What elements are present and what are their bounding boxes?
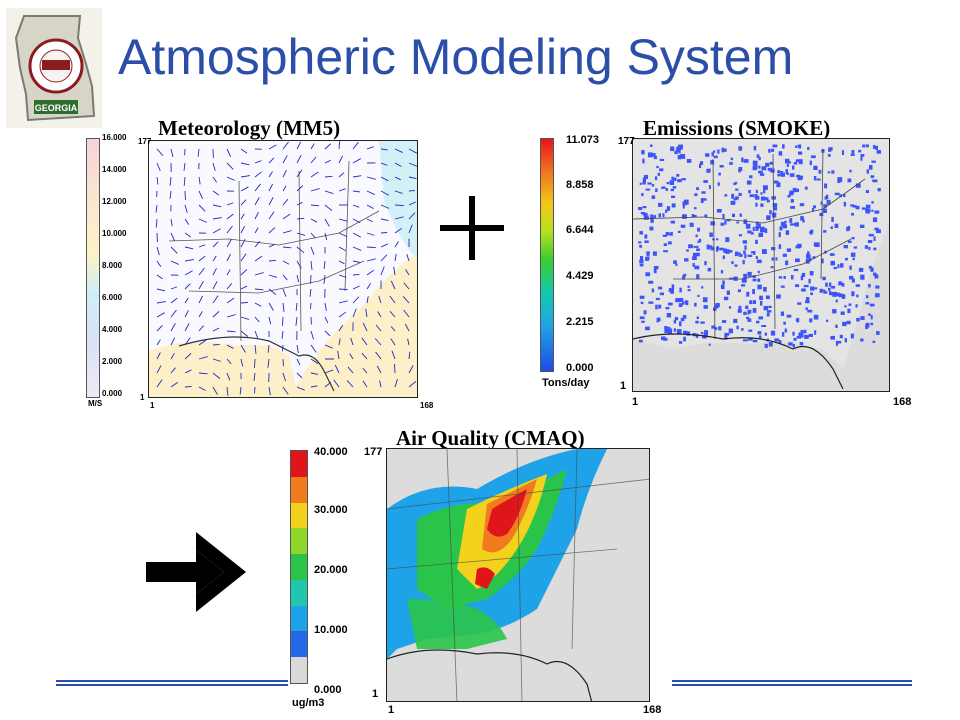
met-tick-label: 6.000 — [102, 293, 123, 302]
aq-units-label: ug/m3 — [292, 697, 325, 709]
emis-panel-title: Emissions (SMOKE) — [643, 116, 831, 140]
met-y-top-label: 177 — [138, 137, 152, 146]
emis-map — [632, 138, 890, 392]
aq-tick-label: 0.000 — [314, 684, 342, 696]
slide-title: Atmospheric Modeling System — [118, 29, 794, 85]
aq-y-bottom-label: 1 — [372, 688, 379, 700]
plus-symbol — [440, 196, 504, 260]
aq-x-left-label: 1 — [388, 704, 395, 716]
emis-tick-label: 0.000 — [566, 362, 594, 374]
emissions-map-icon — [633, 139, 889, 390]
aq-tick-label: 20.000 — [314, 564, 348, 576]
emis-tick-label: 6.644 — [566, 224, 594, 236]
emis-tick-label: 8.858 — [566, 179, 594, 191]
emis-y-bottom-label: 1 — [620, 380, 627, 392]
met-tick-label: 12.000 — [102, 197, 127, 206]
emis-tick-label: 11.073 — [566, 134, 600, 146]
met-tick-label: 0.000 — [102, 389, 123, 398]
aq-ozone-map — [386, 448, 650, 702]
met-x-right-label: 168 — [420, 401, 434, 410]
emis-x-right-label: 168 — [893, 396, 912, 408]
emis-y-top-label: 177 — [618, 136, 635, 147]
met-tick-label: 14.000 — [102, 165, 127, 174]
emis-tick-label: 2.215 — [566, 316, 594, 328]
footer-rule-right — [672, 680, 912, 686]
met-tick-label: 10.000 — [102, 229, 127, 238]
met-x-left-label: 1 — [150, 401, 155, 410]
emis-tick-label: 4.429 — [566, 270, 594, 282]
right-arrow-icon — [146, 532, 246, 612]
aq-panel-title: Air Quality (CMAQ) — [396, 426, 585, 450]
aq-x-right-label: 168 — [643, 704, 662, 716]
emis-colorbar — [540, 138, 554, 372]
aq-y-top-label: 177 — [364, 446, 383, 458]
met-wind-map — [148, 140, 418, 398]
met-tick-label: 4.000 — [102, 325, 123, 334]
aq-colorbar — [290, 450, 308, 684]
met-units-label: M/S — [88, 399, 103, 408]
aq-tick-label: 40.000 — [314, 446, 348, 458]
emission-dots — [638, 144, 881, 348]
met-colorbar — [86, 138, 100, 398]
wind-arrows — [155, 141, 417, 396]
footer-rule-left — [56, 680, 288, 686]
emis-x-left-label: 1 — [632, 396, 639, 408]
aq-tick-label: 10.000 — [314, 624, 348, 636]
met-panel-title: Meteorology (MM5) — [158, 116, 341, 140]
met-tick-label: 2.000 — [102, 357, 123, 366]
air-quality-map-icon — [387, 449, 649, 701]
georgia-dnr-logo: GEORGIA — [6, 8, 102, 128]
met-tick-label: 16.000 — [102, 133, 127, 142]
wind-vector-field-icon — [149, 141, 417, 397]
georgia-seal-icon: GEORGIA — [6, 8, 102, 128]
emis-units-label: Tons/day — [542, 377, 590, 389]
met-y-bottom-label: 1 — [140, 393, 145, 402]
svg-text:GEORGIA: GEORGIA — [35, 103, 78, 113]
aq-tick-label: 30.000 — [314, 504, 348, 516]
met-tick-label: 8.000 — [102, 261, 123, 270]
